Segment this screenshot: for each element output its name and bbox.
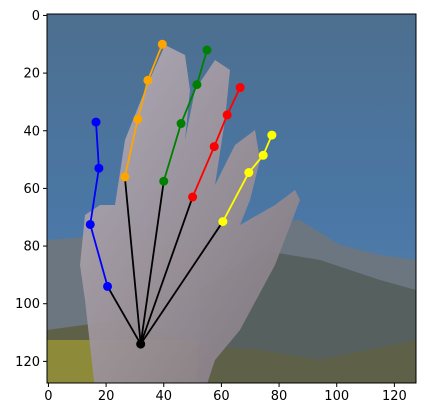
y-tick-label: 80 (23, 240, 40, 255)
keypoint (143, 75, 153, 85)
finger-segment (123, 119, 139, 178)
keypoint (176, 119, 186, 129)
keypoint (192, 80, 202, 90)
finger-segment (147, 43, 164, 81)
finger-segment (226, 87, 241, 116)
palm-connections (106, 176, 224, 345)
palm-line (139, 196, 194, 345)
x-tick-label: 20 (98, 389, 115, 404)
keypoint (103, 281, 113, 291)
keypoints (85, 39, 277, 349)
x-tick-label: 80 (271, 389, 288, 404)
palm-line (139, 221, 224, 345)
keypoint (258, 150, 268, 160)
finger-segment (196, 49, 208, 85)
y-tick-label: 0 (32, 9, 40, 24)
palm-line (123, 176, 142, 345)
keypoint (244, 168, 254, 178)
finger-segment (136, 80, 149, 120)
keypoint (188, 192, 198, 202)
keypoint (209, 142, 219, 152)
y-tick-label: 100 (15, 297, 40, 312)
finger-segment (162, 123, 182, 182)
finger-segment (213, 114, 229, 147)
finger-segment (180, 84, 198, 124)
y-tick-label: 20 (23, 67, 40, 82)
keypoint (235, 83, 245, 93)
keypoint (159, 176, 169, 186)
finger-segment (191, 146, 216, 198)
palm-line (106, 285, 142, 345)
y-tick-label: 40 (23, 124, 40, 139)
palm-line (139, 181, 165, 345)
finger-segment (222, 172, 250, 222)
plot-frame (46, 13, 417, 384)
y-tick-label: 120 (15, 355, 40, 370)
keypoint (267, 130, 277, 140)
keypoint (222, 110, 232, 120)
keypoint (202, 45, 212, 55)
x-tick-label: 40 (155, 389, 172, 404)
keypoint (157, 39, 167, 49)
x-axis: 0 20 40 60 80 100 120 (44, 383, 407, 404)
keypoint (94, 163, 104, 173)
photo-background (47, 14, 416, 383)
keypoint (120, 172, 130, 182)
finger-segment (95, 122, 100, 169)
x-tick-label: 60 (213, 389, 230, 404)
keypoint (91, 117, 101, 127)
keypoint (133, 114, 143, 124)
wrist-keypoint (136, 339, 146, 349)
finger-segment (89, 224, 109, 287)
keypoint (218, 217, 228, 227)
y-tick-label: 60 (23, 182, 40, 197)
finger-segment (89, 168, 100, 225)
x-tick-label: 100 (324, 389, 349, 404)
x-tick-label: 120 (382, 389, 407, 404)
y-axis: 0 20 40 60 80 100 120 (15, 9, 47, 370)
keypoint (85, 219, 95, 229)
x-tick-label: 0 (44, 389, 52, 404)
